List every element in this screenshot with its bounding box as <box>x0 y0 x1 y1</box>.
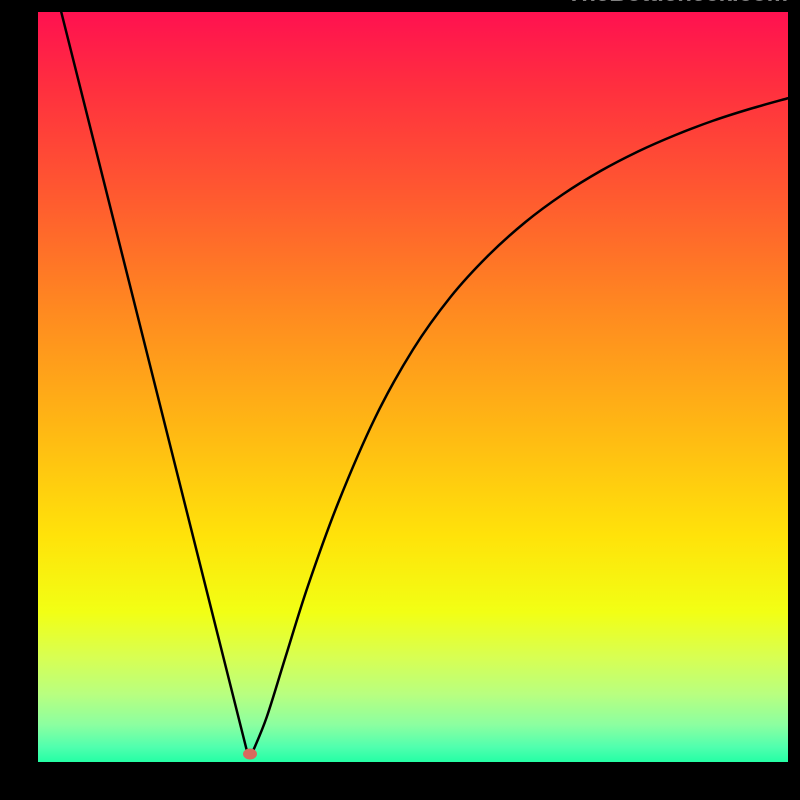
watermark-text: TheBottleneck.com <box>567 0 788 8</box>
curve-svg <box>38 12 788 762</box>
plot-area <box>38 12 788 762</box>
left-segment-path <box>61 12 247 752</box>
right-segment-path <box>253 98 789 752</box>
chart-frame: TheBottleneck.com <box>0 0 800 800</box>
minimum-marker <box>243 748 257 759</box>
